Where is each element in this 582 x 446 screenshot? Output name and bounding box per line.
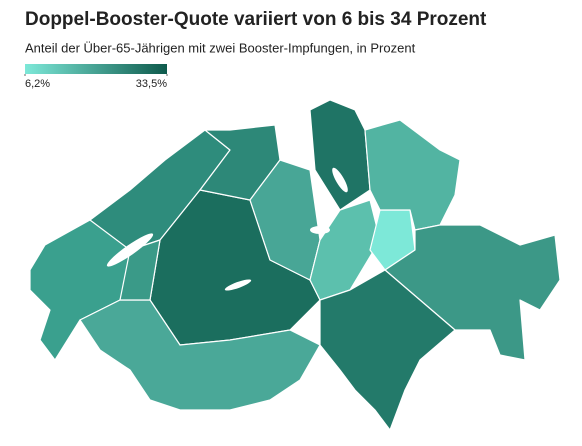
colorbar-label: 33,5% [136,78,167,90]
chart-subtitle: Anteil der Über-65-Jährigen mit zwei Boo… [25,40,416,55]
colorbar-label: 6,2% [25,78,50,90]
canton [319,269,456,431]
map [29,99,561,431]
canton [309,199,381,301]
lake [224,279,252,291]
lake [106,233,154,267]
chart-title: Doppel-Booster-Quote variiert von 6 bis … [25,9,487,30]
lake [332,167,348,193]
canton [79,299,321,411]
lake [310,226,330,234]
colorbar [25,64,167,74]
canton [309,99,371,211]
